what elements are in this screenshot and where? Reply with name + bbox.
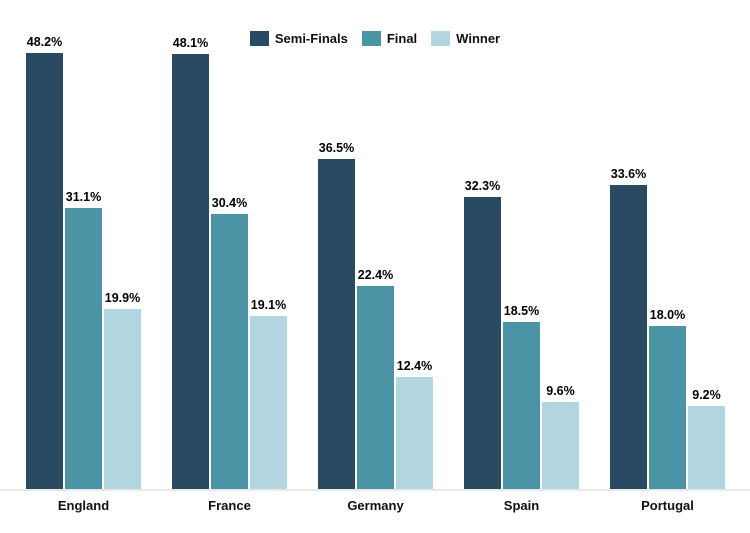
legend-label-winner: Winner <box>456 30 501 46</box>
value-label-winner-france: 19.1% <box>250 298 287 313</box>
x-axis-label-portugal: Portugal <box>641 498 694 513</box>
bar-final-france: 30.4% <box>211 196 248 489</box>
x-axis-label-germany: Germany <box>347 498 404 513</box>
bar-winner-portugal: 9.2% <box>688 388 725 489</box>
value-label-final-spain: 18.5% <box>503 304 540 319</box>
value-label-winner-spain: 9.6% <box>546 384 575 399</box>
legend-label-final: Final <box>386 30 418 46</box>
x-axis-line <box>0 489 750 491</box>
bar-semi-finals-england: 48.2% <box>26 35 63 489</box>
legend-item-final: Final <box>361 30 418 46</box>
value-label-final-portugal: 18.0% <box>649 308 686 323</box>
value-label-semi-finals-england: 48.2% <box>26 35 63 50</box>
bar-semi-finals-portugal: 33.6% <box>610 167 647 489</box>
x-axis-label-england: England <box>57 498 110 513</box>
value-label-semi-finals-germany: 36.5% <box>318 141 355 156</box>
bar-group-spain: 32.3% 18.5% 9.6% <box>464 0 579 489</box>
bar-group-portugal: 33.6% 18.0% 9.2% <box>610 0 725 489</box>
bar-winner-spain: 9.6% <box>542 384 579 489</box>
bar-group-england: 48.2% 31.1% 19.9% <box>26 0 141 489</box>
bar-final-germany: 22.4% <box>357 268 394 489</box>
value-label-winner-portugal: 9.2% <box>692 388 721 403</box>
legend: Semi-Finals Final Winner <box>0 29 750 47</box>
bar-winner-germany: 12.4% <box>396 359 433 489</box>
value-label-semi-finals-spain: 32.3% <box>464 179 501 194</box>
value-label-winner-germany: 12.4% <box>396 359 433 374</box>
bar-final-england: 31.1% <box>65 190 102 489</box>
x-axis-label-france: France <box>208 498 251 513</box>
value-label-final-england: 31.1% <box>65 190 102 205</box>
legend-swatch-final <box>361 30 381 46</box>
value-label-final-germany: 22.4% <box>357 268 394 283</box>
bar-winner-england: 19.9% <box>104 291 141 489</box>
x-axis-labels: England France Germany Spain Portugal <box>0 498 750 518</box>
legend-swatch-semi-finals <box>249 30 269 46</box>
bar-group-france: 48.1% 30.4% 19.1% <box>172 0 287 489</box>
bar-semi-finals-france: 48.1% <box>172 36 209 489</box>
value-label-semi-finals-france: 48.1% <box>172 36 209 51</box>
value-label-final-france: 30.4% <box>211 196 248 211</box>
bar-final-spain: 18.5% <box>503 304 540 489</box>
bar-final-portugal: 18.0% <box>649 308 686 489</box>
x-axis-label-spain: Spain <box>503 498 540 513</box>
bar-semi-finals-spain: 32.3% <box>464 179 501 489</box>
plot-area: 48.2% 31.1% 19.9% 48.1% 30.4% 19.1% 36.5% 22.4%… <box>26 0 725 489</box>
bar-semi-finals-germany: 36.5% <box>318 141 355 489</box>
bar-group-germany: 36.5% 22.4% 12.4% <box>318 0 433 489</box>
bar-winner-france: 19.1% <box>250 298 287 489</box>
value-label-winner-england: 19.9% <box>104 291 141 306</box>
legend-item-winner: Winner <box>431 30 501 46</box>
legend-swatch-winner <box>431 30 451 46</box>
value-label-semi-finals-portugal: 33.6% <box>610 167 647 182</box>
legend-item-semi-finals: Semi-Finals <box>249 30 348 46</box>
legend-label-semi-finals: Semi-Finals <box>274 30 348 46</box>
